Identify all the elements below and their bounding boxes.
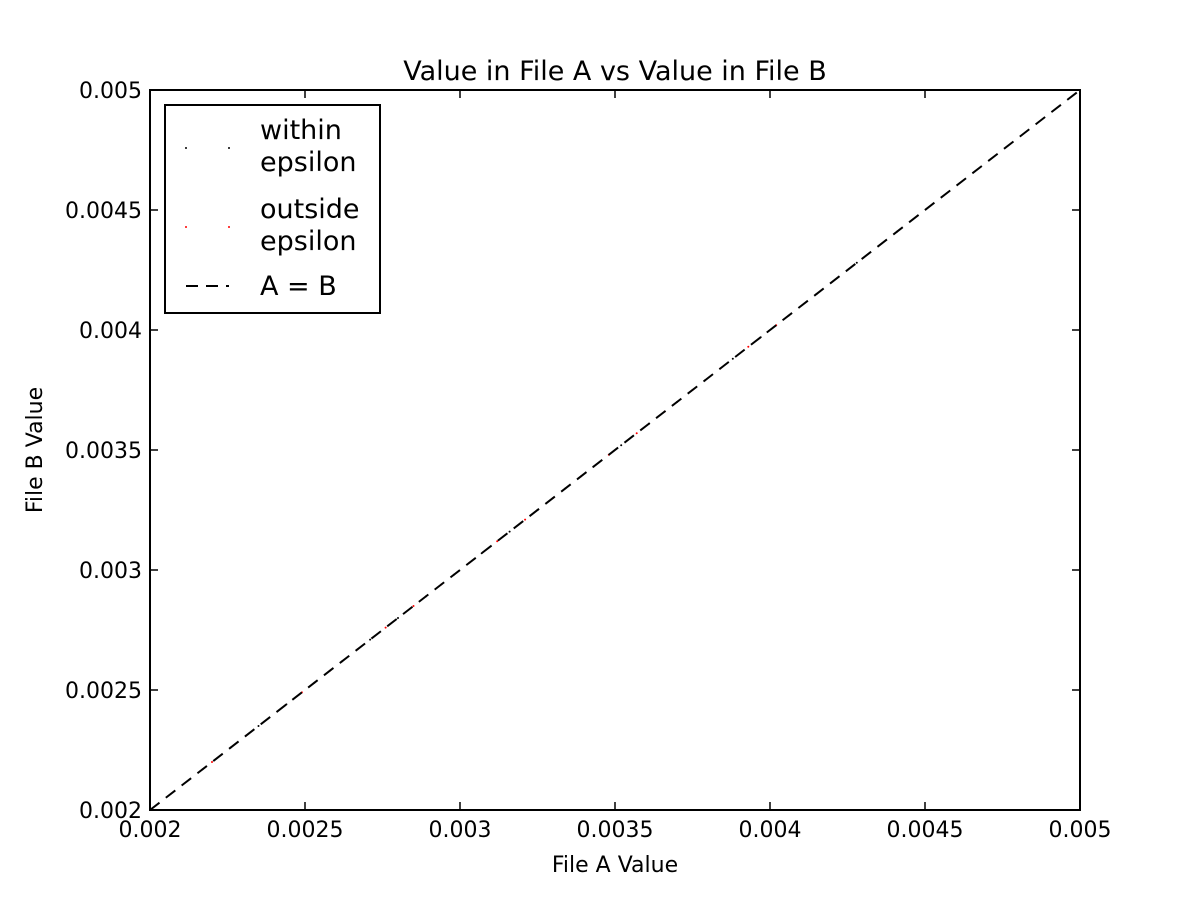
outside-epsilon-point [496,540,499,543]
within-epsilon-point [731,357,734,360]
within-epsilon-point [508,530,511,533]
legend-item-outside-epsilon: outside epsilon [185,194,360,257]
reference-line-a-equals-b [149,89,1081,811]
outside-epsilon-point [635,432,638,435]
legend-label-within-epsilon: within epsilon [260,115,356,178]
legend-item-within-epsilon: within epsilon [185,115,356,178]
legend-label-line: A = B [260,271,337,302]
y-axis-title: File B Value [23,387,48,513]
x-tick-label: 0.0035 [577,818,654,843]
outside-epsilon-point [524,518,527,521]
legend-marker-outside-epsilon [185,226,187,228]
legend: within epsilon outside epsilon A = B [164,104,381,314]
within-epsilon-point [620,444,623,447]
plot-area [149,89,1081,811]
legend-label-line: outside [260,194,360,225]
y-tick-label: 0.0035 [65,439,142,464]
y-tick-label: 0.003 [79,559,142,584]
legend-label-line: epsilon [260,147,356,178]
within-epsilon-point [855,261,858,264]
legend-label-outside-epsilon: outside epsilon [260,194,360,257]
legend-label-reference-line: A = B [260,271,337,302]
legend-marker-within-epsilon [228,147,230,149]
x-tick-label: 0.002 [119,818,182,843]
outside-epsilon-point [747,345,750,348]
legend-label-line: within [260,115,342,146]
y-tick-label: 0.004 [79,319,142,344]
chart-title: Value in File A vs Value in File B [403,56,827,87]
x-tick-label: 0.0025 [267,818,344,843]
outside-epsilon-point [412,605,415,607]
y-tick-label: 0.002 [79,799,142,824]
legend-item-reference-line: A = B [186,271,337,302]
legend-marker-outside-epsilon [228,226,230,228]
x-axis: 0.002 0.0025 0.003 0.0035 0.004 0.0045 0.005 [119,90,1112,843]
y-tick-label: 0.005 [79,79,142,104]
y-tick-label: 0.0025 [65,679,142,704]
legend-marker-within-epsilon [185,147,187,149]
y-axis: 0.002 0.0025 0.003 0.0035 0.004 0.0045 0.005 [65,79,1080,824]
x-tick-label: 0.005 [1049,818,1112,843]
outside-epsilon-point [384,626,387,629]
outside-epsilon-point [211,761,213,763]
y-tick-label: 0.0045 [65,199,142,224]
x-tick-label: 0.004 [739,818,802,843]
x-tick-label: 0.003 [429,818,492,843]
x-axis-title: File A Value [552,853,678,878]
legend-frame [164,104,381,314]
within-epsilon-point [369,638,372,641]
x-tick-label: 0.0045 [887,818,964,843]
legend-label-line: epsilon [260,226,356,257]
within-epsilon-point [397,617,399,619]
within-epsilon-point [257,725,260,727]
